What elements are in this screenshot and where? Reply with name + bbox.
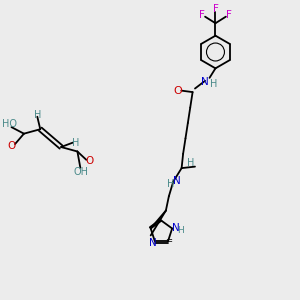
- Text: N: N: [172, 223, 180, 232]
- Text: HO: HO: [2, 119, 17, 129]
- Text: H: H: [210, 80, 217, 89]
- Text: O: O: [85, 156, 93, 166]
- Text: =: =: [165, 237, 172, 246]
- Text: N: N: [201, 77, 208, 87]
- Text: N: N: [173, 176, 181, 187]
- Text: O: O: [7, 141, 16, 151]
- Text: F: F: [226, 10, 232, 20]
- Text: O: O: [173, 85, 182, 96]
- Text: OH: OH: [74, 167, 88, 177]
- Text: F: F: [212, 4, 218, 14]
- Text: N: N: [149, 238, 157, 248]
- Text: H: H: [167, 179, 175, 189]
- Text: H: H: [34, 110, 41, 120]
- Text: F: F: [199, 10, 205, 20]
- Text: H: H: [188, 158, 195, 168]
- Text: H: H: [72, 138, 79, 148]
- Text: H: H: [177, 226, 184, 235]
